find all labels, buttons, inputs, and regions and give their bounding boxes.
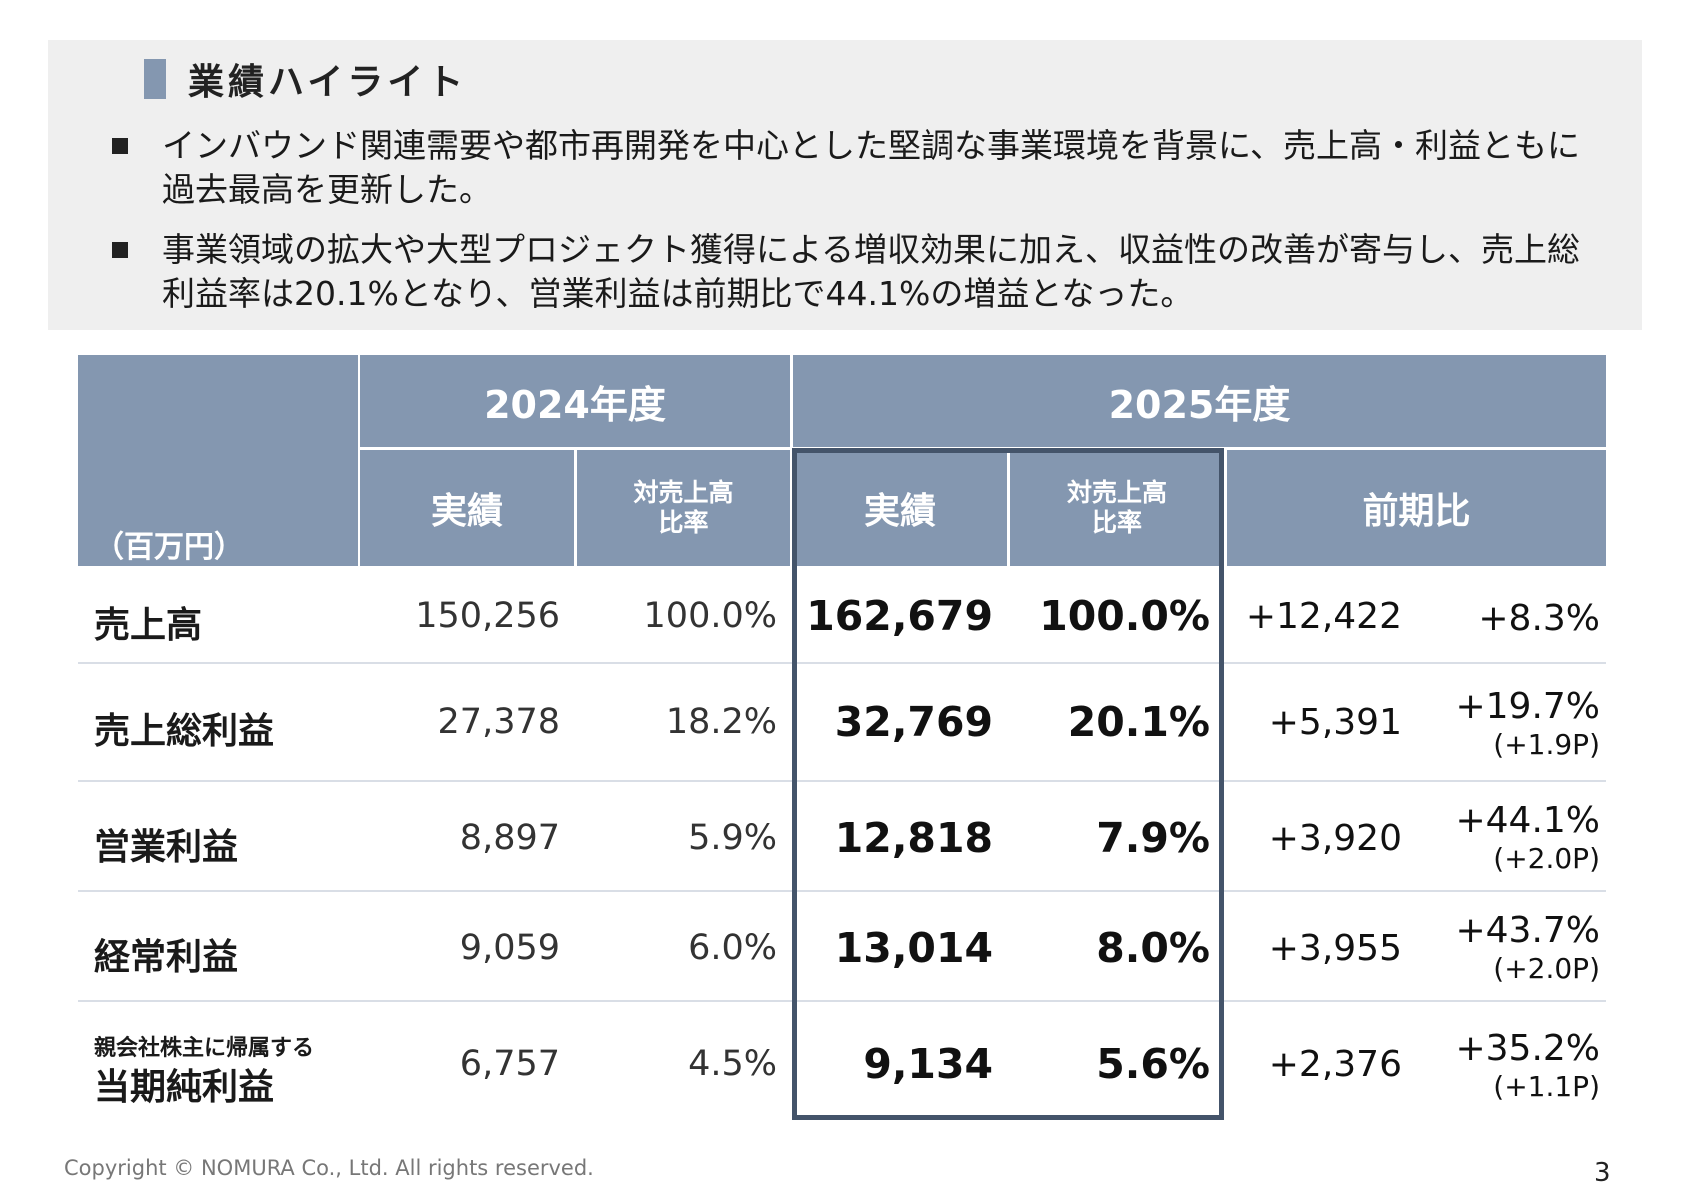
yoy-diff: +5,391 <box>1268 702 1402 743</box>
fy2025-highlight-frame <box>792 448 1224 1120</box>
header-label-cell <box>78 355 358 566</box>
header-fy2025: 2025年度 <box>793 355 1606 447</box>
row-label: 経常利益 <box>94 937 239 978</box>
page-number: 3 <box>1594 1158 1611 1188</box>
yoy-pct: +43.7% <box>1455 910 1600 951</box>
actual-2024: 6,757 <box>459 1044 560 1084</box>
actual-2025: 162,679 <box>806 592 993 640</box>
header-ratio-line1: 対売上高 <box>633 478 734 507</box>
actual-2025: 9,134 <box>863 1040 993 1088</box>
actual-2024: 9,059 <box>459 928 560 968</box>
actual-2024: 27,378 <box>437 702 560 742</box>
header-actual-2024: 実績 <box>360 450 574 566</box>
yoy-diff: +3,920 <box>1268 818 1402 859</box>
row-label: 当期純利益 <box>94 1067 275 1108</box>
unit-label: （百万円） <box>94 530 244 565</box>
ratio-2025: 8.0% <box>1096 924 1210 972</box>
row-divider <box>78 890 1606 892</box>
highlight-panel <box>48 40 1642 330</box>
row-label: 売上総利益 <box>94 711 275 752</box>
ratio-2024: 18.2% <box>665 702 777 742</box>
yoy-diff: +2,376 <box>1268 1044 1402 1085</box>
yoy-pct: +19.7% <box>1455 686 1600 727</box>
actual-2024: 8,897 <box>459 818 560 858</box>
actual-2025: 12,818 <box>834 814 993 862</box>
header-ratio-2024: 対売上高 比率 <box>577 450 790 566</box>
ratio-2025: 5.6% <box>1096 1040 1210 1088</box>
row-divider <box>78 1000 1606 1002</box>
yoy-point-change: (+1.1P) <box>1493 1070 1600 1103</box>
header-ratio-line2: 比率 <box>1091 508 1142 537</box>
square-bullet-icon <box>112 138 128 154</box>
section-title-text: 業績ハイライト <box>188 62 468 103</box>
row-label: 営業利益 <box>94 827 239 868</box>
yoy-pct: +8.3% <box>1478 598 1600 639</box>
actual-2025: 32,769 <box>834 698 993 746</box>
actual-2024: 150,256 <box>415 596 560 636</box>
yoy-pct: +44.1% <box>1455 800 1600 841</box>
row-label: 売上高 <box>94 605 203 646</box>
ratio-2024: 5.9% <box>688 818 777 858</box>
row-divider <box>78 780 1606 782</box>
square-bullet-icon <box>112 242 128 258</box>
yoy-diff: +3,955 <box>1268 928 1402 969</box>
header-actual-2025: 実績 <box>793 450 1007 566</box>
yoy-point-change: (+2.0P) <box>1493 842 1600 875</box>
ratio-2024: 6.0% <box>688 928 777 968</box>
section-title: 業績ハイライト <box>144 58 467 103</box>
ratio-2024: 100.0% <box>643 596 777 636</box>
bullet-item: 事業領域の拡大や大型プロジェクト獲得による増収効果に加え、収益性の改善が寄与し、… <box>112 228 1592 316</box>
header-ratio-line2: 比率 <box>658 508 709 537</box>
header-yoy: 前期比 <box>1227 450 1606 566</box>
header-ratio-line1: 対売上高 <box>1066 478 1167 507</box>
copyright: Copyright © NOMURA Co., Ltd. All rights … <box>64 1156 594 1180</box>
bullet-item: インバウンド関連需要や都市再開発を中心とした堅調な事業環境を背景に、売上高・利益… <box>112 124 1592 212</box>
ratio-2025: 7.9% <box>1096 814 1210 862</box>
yoy-point-change: (+2.0P) <box>1493 952 1600 985</box>
header-fy2024: 2024年度 <box>360 355 790 447</box>
row-divider <box>78 662 1606 664</box>
yoy-diff: +12,422 <box>1245 596 1402 637</box>
yoy-pct: +35.2% <box>1455 1028 1600 1069</box>
row-sublabel: 親会社株主に帰属する <box>94 1036 315 1061</box>
header-ratio-2025: 対売上高 比率 <box>1010 450 1224 566</box>
ratio-2025: 20.1% <box>1067 698 1210 746</box>
ratio-2024: 4.5% <box>688 1044 777 1084</box>
bullet-text: インバウンド関連需要や都市再開発を中心とした堅調な事業環境を背景に、売上高・利益… <box>162 126 1581 209</box>
bullet-text: 事業領域の拡大や大型プロジェクト獲得による増収効果に加え、収益性の改善が寄与し、… <box>162 230 1581 313</box>
title-accent-bar <box>144 59 166 99</box>
ratio-2025: 100.0% <box>1039 592 1210 640</box>
yoy-point-change: (+1.9P) <box>1493 728 1600 761</box>
actual-2025: 13,014 <box>834 924 993 972</box>
